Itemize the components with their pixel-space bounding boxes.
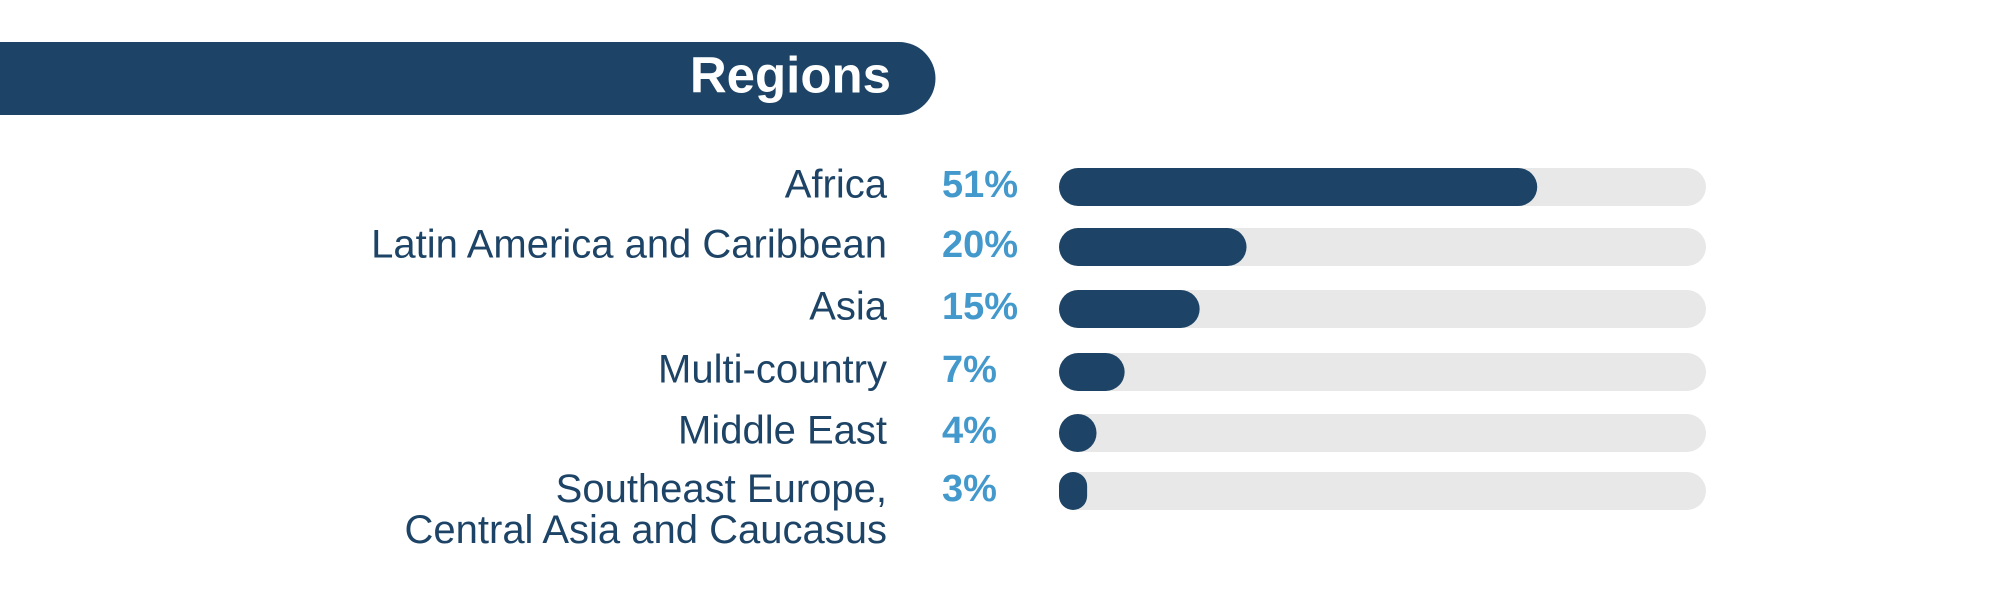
bar	[1059, 472, 1088, 510]
bar	[1059, 353, 1125, 391]
bar-track	[1059, 353, 1706, 391]
title-banner	[0, 42, 936, 115]
value-label: 15%	[942, 286, 1018, 328]
bar	[1059, 228, 1247, 266]
bar	[1059, 168, 1538, 206]
category-label: Multi-country	[658, 348, 887, 392]
value-label: 20%	[942, 224, 1018, 266]
bar	[1059, 290, 1200, 328]
value-label: 3%	[942, 468, 997, 510]
value-label: 51%	[942, 164, 1018, 206]
bar-track	[1059, 472, 1706, 510]
category-label: Middle East	[678, 409, 887, 453]
bar-track	[1059, 414, 1706, 452]
bar	[1059, 414, 1097, 452]
category-label: Asia	[809, 285, 888, 329]
category-label: Southeast Europe, Central Asia and Caucas…	[405, 467, 888, 552]
category-label: Latin America and Caribbean	[371, 223, 887, 267]
bar-track	[1059, 290, 1706, 328]
value-label: 4%	[942, 410, 997, 452]
chart-title: Regions	[690, 46, 891, 103]
value-label: 7%	[942, 349, 997, 391]
category-label: Africa	[785, 163, 888, 207]
